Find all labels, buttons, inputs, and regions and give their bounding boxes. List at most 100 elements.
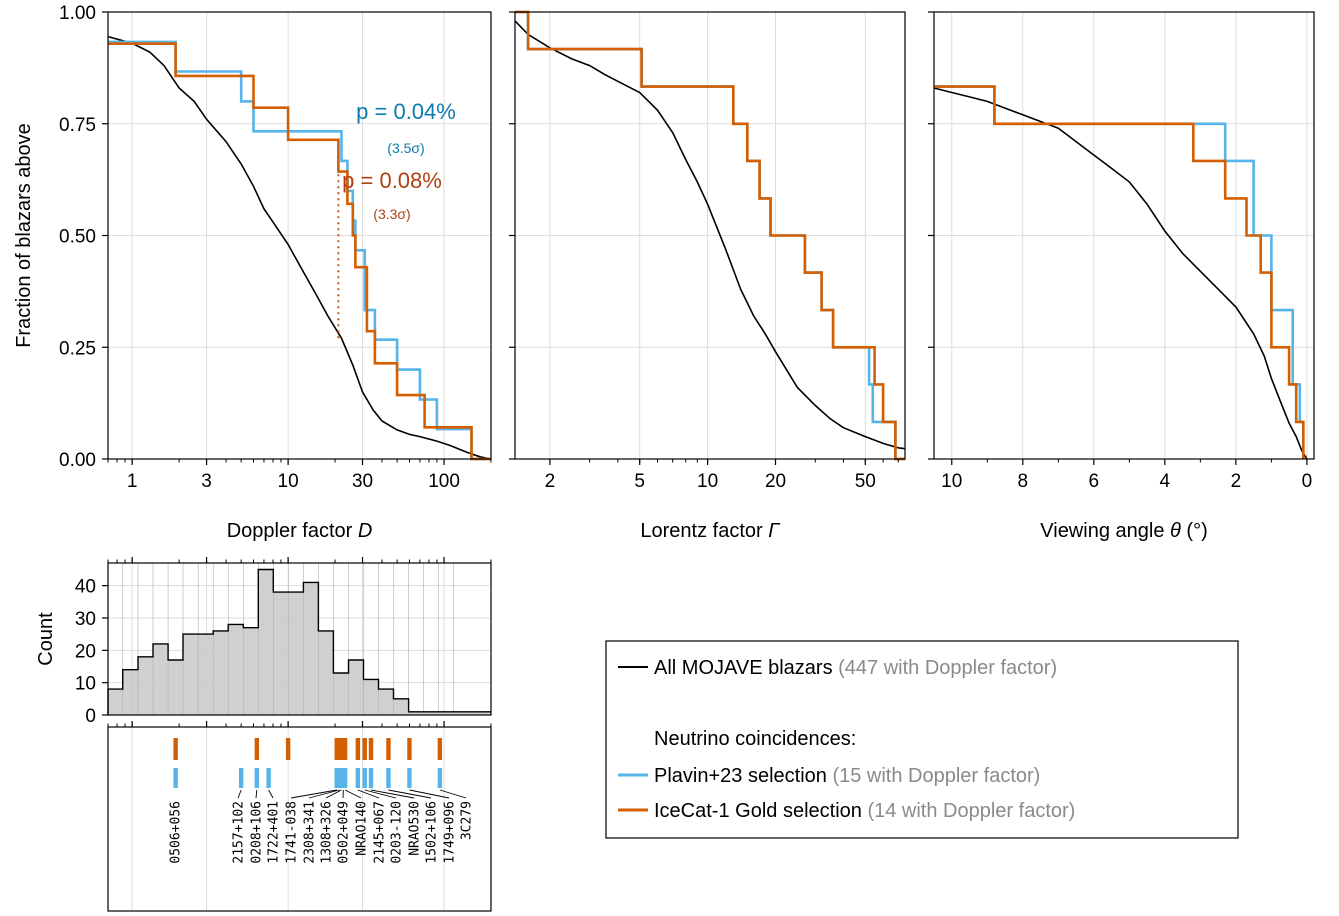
rug-mark-icecat: [407, 738, 412, 760]
rug-mark-icecat: [173, 738, 178, 760]
histogram-bar: [288, 592, 304, 715]
legend-icecat-label: IceCat-1 Gold selection: [654, 800, 862, 822]
series-line-icecat: [108, 42, 491, 461]
source-leader-line: [357, 789, 380, 799]
svg-text:All MOJAVE blazars (447 with D: All MOJAVE blazars (447 with Doppler fac…: [654, 657, 1057, 679]
rug-mark-plavin: [266, 768, 271, 788]
series-line-all: [514, 20, 906, 450]
y-tick-label: 1.00: [59, 3, 96, 24]
lorentz-panel: 2 5 10 20 50 Lorentz factor Γ: [509, 10, 906, 542]
source-leader-line: [364, 789, 397, 799]
source-label: NRAO140: [355, 801, 370, 856]
legend-frame: [605, 640, 1239, 839]
rug-mark-plavin: [334, 768, 339, 788]
rug-mark-icecat: [362, 738, 367, 760]
x-axis-label-text: Doppler factor: [227, 520, 358, 542]
rug-mark-plavin: [173, 768, 178, 788]
legend-heading: Neutrino coincidences:: [654, 728, 856, 750]
rug-mark-plavin: [254, 768, 260, 788]
source-label: 1502+106: [425, 801, 440, 864]
viewing-angle-panel: 10 8 6 4 2 0 Viewing angle θ (°): [928, 11, 1315, 542]
histogram-bar: [438, 711, 454, 715]
x-axis-label: Doppler factor D: [227, 520, 373, 542]
x-axis-label-variable: Γ: [768, 520, 781, 542]
histogram-bar: [152, 643, 169, 715]
rug-mark-icecat: [386, 738, 391, 760]
rug-mark-plavin: [437, 768, 443, 788]
legend-icecat-note: (14 with Doppler factor): [867, 800, 1075, 822]
rug-mark-plavin: [342, 768, 348, 788]
series-line-plavin: [934, 85, 1305, 459]
y-tick-label: 0.00: [59, 450, 96, 471]
y-tick-label: 40: [75, 577, 96, 598]
source-leader-line: [344, 789, 362, 799]
x-axis-label-variable: D: [358, 520, 372, 542]
x-tick-label: 2: [545, 471, 556, 492]
histogram-bar: [108, 689, 123, 715]
source-leader-line: [255, 789, 258, 799]
rug-mark-icecat: [254, 738, 260, 760]
histogram-bar: [243, 627, 259, 715]
x-axis-label-variable: θ: [1170, 520, 1181, 542]
histogram-panel: 0 10 20 30 40 Count: [35, 557, 492, 727]
x-tick-label: 10: [941, 471, 962, 492]
sigma-plavin: (3.5σ): [387, 140, 424, 156]
histogram-bar: [408, 711, 424, 715]
histogram-bar: [363, 679, 379, 715]
source-label: 1749+096: [443, 801, 458, 864]
rug-mark-icecat: [368, 738, 374, 760]
x-tick-label: 50: [855, 471, 876, 492]
y-tick-label: 0.50: [59, 227, 96, 248]
histogram-bar: [183, 634, 199, 715]
source-leader-line: [290, 789, 337, 799]
source-label: 1722+401: [267, 801, 282, 864]
x-tick-label: 3: [201, 471, 212, 492]
x-tick-label: 6: [1089, 471, 1100, 492]
rug-mark-icecat: [437, 738, 443, 760]
sigma-icecat: (3.3σ): [373, 206, 410, 222]
source-label: 0203-120: [390, 801, 405, 864]
y-axis-label: Fraction of blazars above: [13, 123, 35, 348]
source-label: 1741-038: [285, 801, 300, 864]
svg-text:IceCat-1 Gold selection (14 wi: IceCat-1 Gold selection (14 with Doppler…: [654, 800, 1075, 822]
histogram-bar: [168, 660, 184, 715]
histogram-bar: [318, 630, 334, 715]
axes-frame: [107, 562, 492, 716]
series-line-all: [107, 35, 492, 460]
legend-all-note: (447 with Doppler factor): [838, 657, 1057, 679]
x-tick-label: 20: [765, 471, 786, 492]
source-leader-line: [409, 789, 450, 799]
y-tick-label: 30: [75, 609, 96, 630]
histogram-bar: [228, 624, 244, 715]
rug-mark-plavin: [368, 768, 374, 788]
histogram-bar: [393, 698, 409, 715]
x-tick-label: 2: [1231, 471, 1242, 492]
y-tick-label: 0: [85, 706, 96, 727]
x-axis-label-unit: (°): [1181, 520, 1208, 542]
histogram-bar: [258, 569, 274, 715]
legend-all-label: All MOJAVE blazars: [654, 657, 833, 679]
histogram-bar: [453, 711, 491, 715]
source-label: 0506+056: [169, 801, 184, 864]
rug-mark-plavin: [355, 768, 361, 788]
source-leader-line: [388, 789, 432, 799]
series-line-all: [933, 87, 1308, 460]
source-label: 2145+067: [373, 801, 388, 864]
legend-plavin-label: Plavin+23 selection: [654, 765, 827, 787]
histogram-outline: [107, 568, 491, 715]
rug-mark-plavin: [407, 768, 412, 788]
rug-mark-icecat: [342, 738, 348, 760]
y-tick-label: 0.75: [59, 115, 96, 136]
y-tick-label: 0.25: [59, 338, 96, 359]
rug-panel: 0506+056 2157+102 0208+106 1722+401 1741-038…: [107, 721, 492, 912]
histogram-bar: [213, 630, 229, 715]
source-label: 0208+106: [250, 801, 265, 864]
series-line-icecat: [934, 85, 1305, 459]
svg-text:Plavin+23 selection (15 with D: Plavin+23 selection (15 with Doppler fac…: [654, 765, 1040, 787]
legend: All MOJAVE blazars (447 with Doppler fac…: [605, 640, 1239, 839]
source-leader-line: [325, 789, 342, 799]
x-axis-label: Viewing angle θ (°): [1040, 520, 1207, 542]
rug-mark-icecat: [355, 738, 361, 760]
axes-frame: [107, 726, 492, 912]
histogram-bar: [333, 672, 349, 715]
